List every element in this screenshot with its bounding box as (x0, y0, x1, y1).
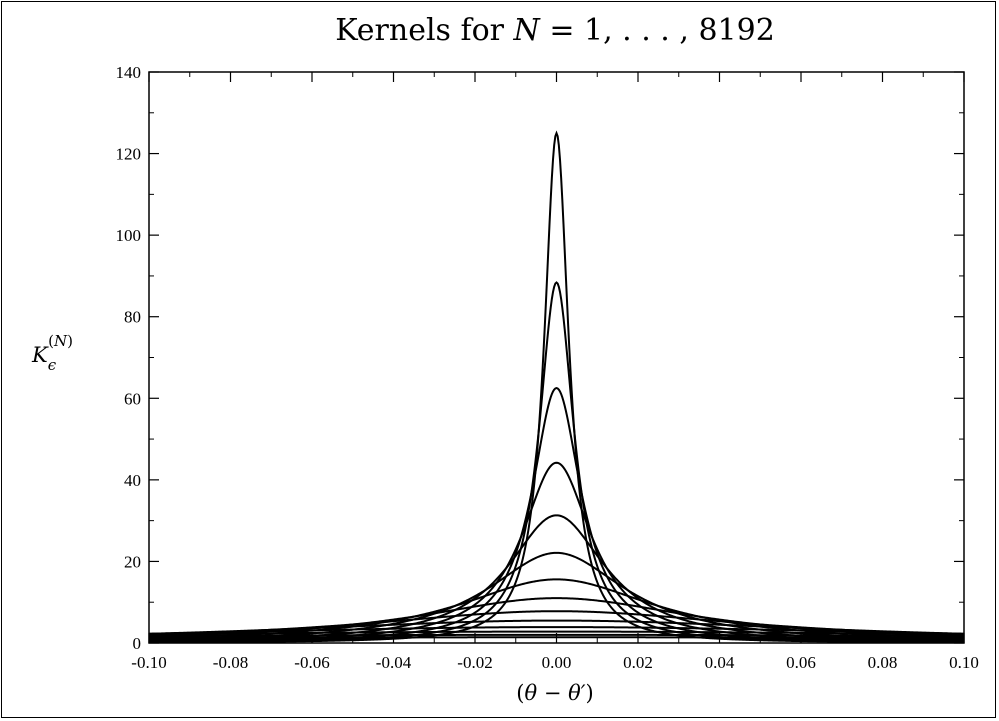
kernel-curve (149, 387, 964, 643)
chart-title: Kernels for N = 1, . . . , 8192 (335, 13, 775, 48)
x-tick-labels: -0.10 -0.08 -0.06 -0.04 -0.02 0.00 0.02 0.04 0.0… (131, 653, 979, 672)
x-tick-label: 0.06 (786, 653, 816, 672)
x-tick-label: -0.04 (376, 653, 412, 672)
y-axis-label: Kϵ(N) (31, 332, 73, 374)
kernel-curve (149, 633, 964, 638)
kernel-curve (149, 626, 964, 635)
x-tick-label: 0.08 (868, 653, 898, 672)
x-axis-label: (θ − θ′) (516, 681, 593, 705)
x-tick-label: -0.06 (294, 653, 329, 672)
y-tick-label: 40 (124, 471, 141, 490)
y-tick-label: 0 (133, 634, 142, 653)
plot-area (148, 71, 965, 644)
y-tick-label: 20 (124, 552, 141, 571)
x-tick-label: 0.00 (542, 653, 572, 672)
y-tick-label: 120 (116, 145, 142, 164)
y-tick-label: 100 (116, 226, 142, 245)
x-tick-label: -0.10 (131, 653, 166, 672)
kernel-curve (149, 461, 964, 643)
axis-ticks (148, 71, 965, 644)
x-tick-label: -0.02 (457, 653, 492, 672)
y-tick-label: 140 (116, 63, 142, 82)
y-tick-label: 60 (124, 389, 141, 408)
x-tick-label: 0.02 (623, 653, 653, 672)
kernel-curve (149, 630, 964, 636)
x-tick-label: 0.10 (949, 653, 979, 672)
kernel-curve (149, 619, 964, 635)
x-tick-label: -0.08 (213, 653, 248, 672)
x-tick-label: 0.04 (705, 653, 735, 672)
y-tick-label: 80 (124, 308, 141, 327)
kernel-curves (149, 130, 964, 643)
y-tick-labels: 0 20 40 60 80 100 120 140 (116, 63, 142, 653)
